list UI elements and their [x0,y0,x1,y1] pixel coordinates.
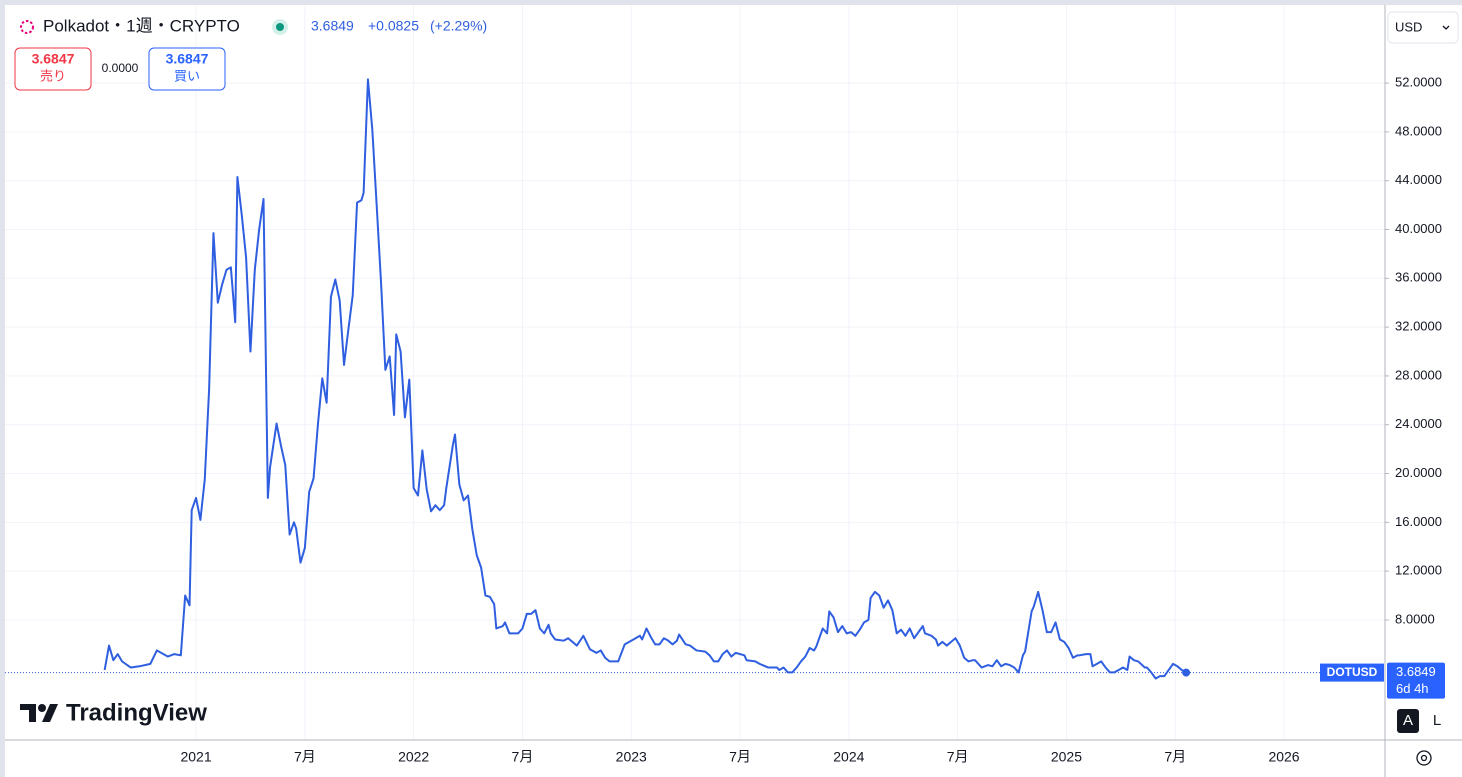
y-tick-label: 52.0000 [1395,75,1442,90]
logo-dot [38,704,46,712]
buy-label[interactable]: 買い [174,68,200,83]
y-tick-label: 16.0000 [1395,514,1442,529]
symbol-label: DOTUSD [1327,665,1378,679]
currency-label[interactable]: USD [1395,19,1422,34]
x-tick-label: 7月 [1164,749,1186,765]
settings-icon[interactable] [1416,750,1432,766]
x-tick-label: 2021 [180,749,211,765]
last-price-label: 3.6849 [1396,664,1436,679]
y-tick-label: 32.0000 [1395,319,1442,334]
y-tick-label: 44.0000 [1395,172,1442,187]
countdown: 6d 4h [1396,681,1429,696]
log-scale-label[interactable]: L [1433,712,1441,729]
logo-text: TradingView [66,699,207,726]
sell-label[interactable]: 売り [40,68,66,83]
sell-price[interactable]: 3.6847 [32,51,75,67]
y-tick-label: 8.0000 [1395,611,1435,626]
y-tick-label: 40.0000 [1395,221,1442,236]
header-change: +0.0825 [368,18,419,34]
y-tick-label: 24.0000 [1395,416,1442,431]
plot [5,78,1385,680]
currency-caret[interactable] [1442,25,1450,30]
logo-mark [20,704,36,722]
spread: 0.0000 [102,61,139,75]
x-tick-label: 2026 [1268,749,1299,765]
overlay: Polkadot・1週・CRYPTO 3.6849 +0.0825 (+2.29… [14,11,1459,766]
symbol-icon [20,20,34,34]
left-border [0,0,5,777]
price-line [103,78,1187,680]
auto-scale-button[interactable] [1397,709,1419,733]
x-tick-label: 7月 [294,749,316,765]
y-tick-label: 20.0000 [1395,465,1442,480]
last-price-dot [1182,668,1191,677]
auto-scale-label[interactable]: A [1403,712,1413,729]
sell-button[interactable] [14,47,92,91]
top-border [0,0,1462,5]
y-tick-label: 12.0000 [1395,563,1442,578]
buy-button[interactable] [148,47,226,91]
currency-select[interactable] [1387,11,1459,44]
market-status-dot [276,23,284,31]
header-price: 3.6849 [311,18,354,34]
x-tick-label: 2024 [833,749,864,765]
symbol-label-bg [1320,663,1384,682]
buy-price[interactable]: 3.6847 [166,51,209,67]
header-change-pct: (+2.29%) [430,18,487,34]
x-tick-label: 7月 [512,749,534,765]
y-tick-label: 28.0000 [1395,367,1442,382]
symbol-title: Polkadot・1週・CRYPTO [43,16,240,35]
settings-icon-core[interactable] [1420,754,1428,762]
y-tick-label: 36.0000 [1395,270,1442,285]
last-price-label-bg [1387,662,1445,699]
logo-slash [42,704,58,722]
x-tick-label: 2025 [1051,749,1082,765]
x-tick-label: 2023 [616,749,647,765]
y-tick-label: 48.0000 [1395,123,1442,138]
x-tick-label: 7月 [947,749,969,765]
grid [5,5,1385,740]
x-tick-label: 7月 [729,749,751,765]
x-tick-label: 2022 [398,749,429,765]
